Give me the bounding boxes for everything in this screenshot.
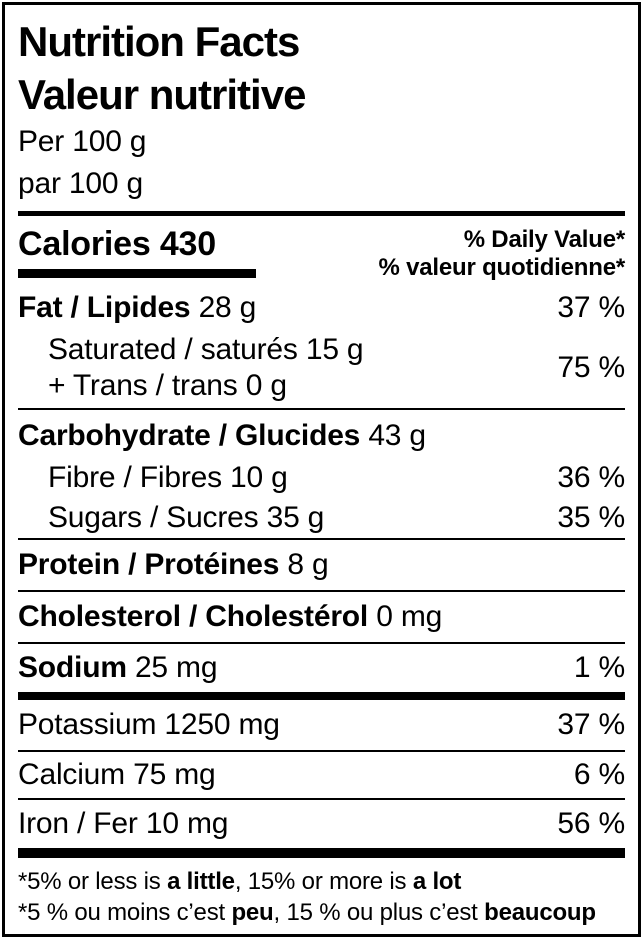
footnote-en-text2: , 15% or more is	[234, 868, 413, 895]
sodium-daily-value: 1 %	[573, 651, 625, 684]
serving-size-en: Per 100 g	[18, 125, 147, 158]
divider-above-iron	[18, 798, 625, 800]
fibre-name: Fibre / Fibres	[48, 461, 222, 494]
trans-amount: 0 g	[245, 369, 287, 402]
protein-amount: 8 g	[287, 548, 329, 581]
calcium-amount: 75 mg	[133, 758, 216, 791]
row-potassium: Potassium 1250 mg 37 %	[18, 700, 625, 750]
footnote-en-bold1: a little	[167, 868, 235, 895]
saturated-trans-text: Saturated / saturés 15 g + Trans / trans…	[18, 332, 364, 404]
title-en: Nutrition Facts	[18, 18, 300, 65]
calcium-daily-value: 6 %	[573, 758, 625, 791]
sodium-separator-bar	[18, 692, 625, 700]
carbohydrate-amount: 43 g	[368, 419, 426, 452]
sugars-daily-value: 35 %	[557, 501, 625, 534]
title-fr: Valeur nutritive	[18, 71, 306, 118]
footnote-en-text1: *5% or less is	[18, 868, 168, 895]
cholesterol-text: Cholesterol / Cholestérol 0 mg	[18, 599, 442, 635]
divider-above-carbohydrate	[18, 408, 625, 410]
daily-value-header: % Daily Value* % valeur quotidienne*	[378, 224, 625, 282]
calcium-name: Calcium	[18, 758, 125, 791]
fibre-daily-value: 36 %	[557, 461, 625, 494]
calories-section: Calories 430 % Daily Value* % valeur quo…	[18, 224, 625, 282]
fibre-amount: 10 g	[230, 461, 288, 494]
daily-value-header-en: % Daily Value*	[463, 226, 625, 253]
saturated-name: Saturated / saturés	[48, 333, 298, 366]
row-iron: Iron / Fer 10 mg 56 %	[18, 800, 625, 848]
divider-above-cholesterol	[18, 590, 625, 592]
saturated-amount: 15 g	[305, 333, 364, 366]
trans-name: + Trans / trans	[48, 369, 238, 402]
fat-text: Fat / Lipides 28 g	[18, 290, 256, 326]
iron-text: Iron / Fer 10 mg	[18, 806, 228, 842]
potassium-name: Potassium	[18, 708, 157, 741]
iron-daily-value: 56 %	[557, 807, 625, 840]
footnote-fr-text1: *5 % ou moins c’est	[18, 899, 232, 926]
iron-name: Iron / Fer	[18, 807, 138, 840]
fat-daily-value: 37 %	[557, 291, 625, 324]
row-cholesterol: Cholesterol / Cholestérol 0 mg	[18, 592, 625, 642]
potassium-amount: 1250 mg	[164, 708, 280, 741]
row-calcium: Calcium 75 mg 6 %	[18, 752, 625, 798]
label-header: Nutrition Facts Valeur nutritive Per 100…	[18, 5, 625, 205]
saturated-line: Saturated / saturés 15 g	[48, 332, 364, 368]
row-sodium: Sodium 25 mg 1 %	[18, 644, 625, 692]
sugars-amount: 35 g	[266, 501, 325, 534]
protein-name: Protein / Protéines	[18, 548, 280, 581]
row-protein: Protein / Protéines 8 g	[18, 540, 625, 590]
divider-above-calcium	[18, 750, 625, 752]
calories-label: Calories	[18, 225, 151, 263]
calories-block: Calories 430	[18, 224, 256, 278]
trans-line: + Trans / trans 0 g	[48, 368, 363, 404]
serving-size-fr: par 100 g	[18, 167, 143, 200]
sugars-text: Sugars / Sucres 35 g	[18, 500, 324, 536]
iron-amount: 10 mg	[145, 807, 229, 840]
footnote-separator-bar	[18, 848, 625, 858]
sodium-text: Sodium 25 mg	[18, 650, 218, 686]
sodium-name: Sodium	[18, 651, 127, 684]
row-saturated-trans: Saturated / saturés 15 g + Trans / trans…	[18, 328, 625, 408]
footnote-en-bold2: a lot	[412, 868, 462, 895]
calories-text: Calories 430	[18, 224, 256, 264]
footnote-fr-bold2: beaucoup	[484, 899, 596, 926]
divider-above-protein	[18, 538, 625, 540]
footnotes: *5% or less is a little, 15% or more is …	[18, 866, 625, 928]
fibre-text: Fibre / Fibres 10 g	[18, 460, 288, 496]
carbohydrate-text: Carbohydrate / Glucides 43 g	[18, 418, 426, 454]
row-sugars: Sugars / Sucres 35 g 35 %	[18, 500, 625, 538]
calories-underline-bar	[18, 269, 256, 278]
footnote-fr: *5 % ou moins c’est peu, 15 % ou plus c’…	[18, 897, 625, 928]
cholesterol-name: Cholesterol / Cholestérol	[18, 600, 369, 633]
footnote-fr-bold1: peu	[231, 899, 274, 926]
footnote-en: *5% or less is a little, 15% or more is …	[18, 866, 625, 897]
row-fibre: Fibre / Fibres 10 g 36 %	[18, 460, 625, 500]
fat-amount: 28 g	[198, 291, 257, 324]
header-separator-bar	[18, 211, 625, 216]
row-fat: Fat / Lipides 28 g 37 %	[18, 282, 625, 328]
daily-value-header-fr: % valeur quotidienne*	[378, 254, 625, 281]
protein-text: Protein / Protéines 8 g	[18, 547, 329, 583]
potassium-daily-value: 37 %	[557, 708, 625, 741]
sugars-name: Sugars / Sucres	[48, 501, 259, 534]
calcium-text: Calcium 75 mg	[18, 757, 216, 793]
calories-value: 430	[159, 225, 216, 263]
sodium-amount: 25 mg	[134, 651, 218, 684]
row-carbohydrate: Carbohydrate / Glucides 43 g	[18, 410, 625, 460]
cholesterol-amount: 0 mg	[376, 600, 443, 633]
carbohydrate-name: Carbohydrate / Glucides	[18, 419, 361, 452]
divider-above-sodium	[18, 642, 625, 644]
saturated-trans-daily-value: 75 %	[557, 351, 625, 384]
footnote-fr-text2: , 15 % ou plus c’est	[273, 899, 485, 926]
potassium-text: Potassium 1250 mg	[18, 707, 280, 743]
fat-name: Fat / Lipides	[18, 291, 191, 324]
